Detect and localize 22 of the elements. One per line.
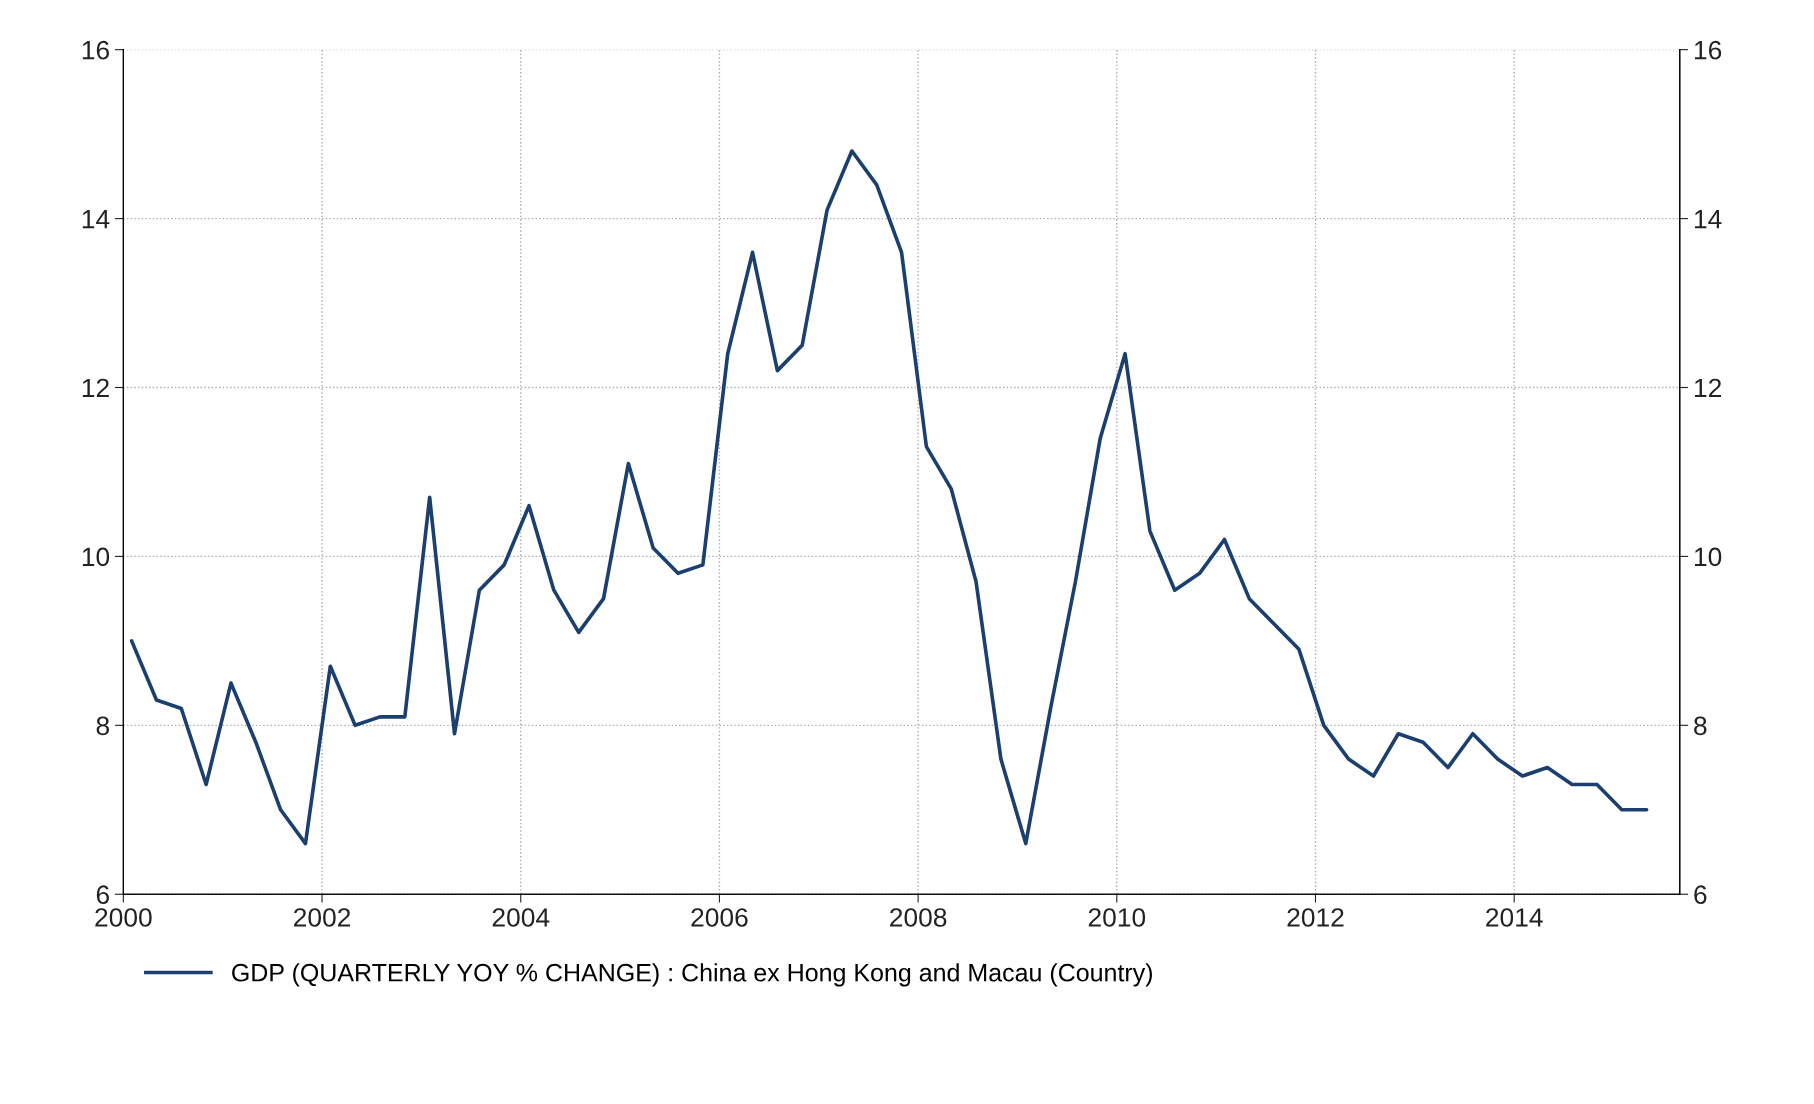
x-tick-label: 2008: [890, 908, 947, 927]
y2-tick-label: 6: [1694, 885, 1707, 905]
y2-tick-label: 8: [1694, 716, 1707, 736]
x-tick-label: 2000: [95, 908, 152, 927]
y2-tick-label: 12: [1694, 378, 1721, 398]
x-tick-label: 2010: [1088, 908, 1146, 927]
y2-tick-label: 14: [1694, 210, 1722, 229]
y-tick-label: 12: [82, 378, 109, 398]
line-series: [129, 149, 1649, 846]
x-tick-label: 2014: [1486, 908, 1543, 927]
y-tick-label: 14: [82, 210, 110, 229]
y2-tick-label: 16: [1694, 40, 1722, 60]
x-tick-label: 2004: [492, 908, 550, 927]
x-tick-label: 2006: [691, 908, 748, 927]
y2-tick-label: 10: [1694, 547, 1722, 567]
x-tick-label: 2012: [1287, 908, 1344, 927]
y-tick-label: 6: [96, 885, 109, 905]
y-tick-label: 16: [82, 40, 109, 60]
y-tick-label: 8: [96, 716, 110, 736]
legend-label: GDP (QUARTERLY YOY % CHANGE) : China ex Hong Kong and Macau (Country): [232, 963, 1152, 987]
x-tick-label: 2002: [294, 908, 351, 927]
y-tick-label: 10: [82, 547, 110, 567]
